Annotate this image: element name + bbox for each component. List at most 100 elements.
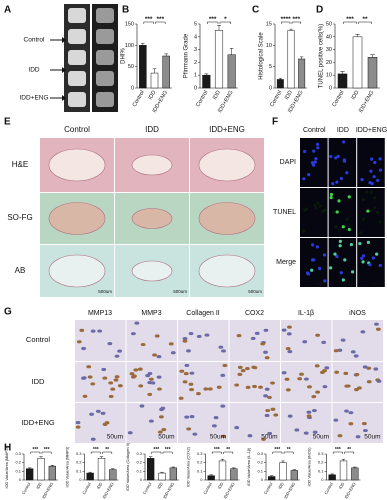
cell-nucleus xyxy=(366,240,371,244)
stained-cell xyxy=(270,407,276,411)
x-tick-label: IDD xyxy=(338,481,346,490)
stained-cell xyxy=(137,367,143,371)
row-label: IDD+ENG xyxy=(19,95,48,102)
stained-cell xyxy=(183,372,189,376)
x-tick-label: IDD xyxy=(148,90,158,101)
stained-cell xyxy=(285,347,291,351)
stained-cell xyxy=(306,414,312,418)
stained-cell xyxy=(140,342,146,347)
stained-cell xyxy=(250,336,256,341)
stained-cell xyxy=(350,350,356,354)
cell-nucleus xyxy=(361,217,366,221)
error-bar xyxy=(141,42,145,46)
cell-nucleus xyxy=(334,225,338,229)
bar xyxy=(150,72,159,89)
scale-label: 25um xyxy=(372,281,384,286)
stained-cell xyxy=(117,384,123,388)
x-tick-label: Control xyxy=(142,481,153,495)
x-tick-label: Control xyxy=(323,481,334,495)
cell-nucleus xyxy=(342,140,346,144)
significance-bracket xyxy=(102,451,113,454)
cell-nucleus xyxy=(370,181,374,186)
disc-region xyxy=(198,148,256,182)
bar xyxy=(26,468,34,481)
stained-cell xyxy=(102,376,108,380)
bar xyxy=(48,465,56,481)
cell-nucleus xyxy=(302,177,306,181)
bar xyxy=(328,474,336,481)
x-tick-label: Control xyxy=(269,90,283,108)
stained-cell xyxy=(154,334,160,338)
stained-cell xyxy=(107,341,113,346)
stained-cell xyxy=(376,379,382,383)
stained-cell xyxy=(354,372,360,377)
stained-cell xyxy=(147,392,153,397)
stained-cell xyxy=(337,348,343,352)
column-header: Control xyxy=(303,127,326,134)
stained-cell xyxy=(270,381,275,385)
bar xyxy=(97,458,106,481)
y-tick-label: 0.2 xyxy=(197,460,203,465)
x-tick-label: IDD xyxy=(277,481,285,490)
panel-label: A xyxy=(4,5,11,16)
row-label: IDD xyxy=(28,67,40,74)
stained-cell xyxy=(234,383,240,387)
cell-nucleus xyxy=(318,204,322,208)
stained-cell xyxy=(196,334,202,339)
y-tick-label: 0.2 xyxy=(76,460,82,465)
y-tick-label: 50 xyxy=(326,21,332,27)
x-tick-label: Control xyxy=(132,90,146,108)
x-tick-label: IDD xyxy=(217,481,225,490)
scale-label: 50um xyxy=(313,434,329,441)
error-bar xyxy=(370,54,375,58)
cell-nucleus xyxy=(333,252,337,256)
cell-nucleus xyxy=(371,256,375,260)
y-tick-label: 0.2 xyxy=(136,460,142,465)
significance-label: *** xyxy=(346,16,354,23)
cell-nucleus xyxy=(360,256,364,261)
stained-cell xyxy=(312,408,317,413)
stained-cell xyxy=(110,387,116,391)
panel-label: G xyxy=(4,307,12,318)
significance-bracket xyxy=(223,451,234,454)
y-axis-label: IOD Value/Area (MMP13) xyxy=(5,445,9,489)
stained-cell xyxy=(196,391,201,396)
cell-nucleus xyxy=(306,272,310,276)
error-bar xyxy=(289,28,293,31)
fluorescence-image xyxy=(300,238,328,287)
scale-label: 25um xyxy=(343,281,355,286)
cell-nucleus xyxy=(313,160,317,164)
cell-nucleus xyxy=(329,196,333,200)
disc-region xyxy=(198,254,256,288)
cell-nucleus xyxy=(361,198,365,202)
y-tick-label: 0.1 xyxy=(257,468,263,473)
y-axis-label: TUNEL positive cells(%) xyxy=(319,24,325,88)
stained-cell xyxy=(311,394,317,399)
stained-cell xyxy=(361,421,367,426)
column-header: MMP13 xyxy=(88,310,112,317)
stained-cell xyxy=(263,328,269,332)
stained-cell xyxy=(186,427,192,431)
significance-label: *** xyxy=(209,16,217,23)
x-tick-label: IDD xyxy=(35,481,43,490)
ihc-image xyxy=(126,403,177,443)
stained-cell xyxy=(260,342,266,346)
stained-cell xyxy=(86,365,92,369)
stained-cell xyxy=(189,414,195,419)
stained-cell xyxy=(360,330,366,334)
x-tick-label: IDD+ENG xyxy=(358,90,376,114)
x-tick-label: IDD+ENG xyxy=(162,482,175,500)
error-bar xyxy=(148,456,153,459)
stained-cell xyxy=(218,345,224,349)
y-tick-label: 0.1 xyxy=(76,468,82,473)
cell-nucleus xyxy=(336,154,340,158)
significance-bracket xyxy=(90,451,101,454)
row-label: H&E xyxy=(12,160,28,169)
ihc-image xyxy=(75,320,126,361)
cell-nucleus xyxy=(314,206,318,210)
stained-cell xyxy=(75,420,81,425)
stained-cell xyxy=(263,394,268,398)
cell-nucleus xyxy=(339,176,343,181)
significance-label: *** xyxy=(93,447,99,453)
x-tick-label: IDD+ENG xyxy=(41,482,54,500)
